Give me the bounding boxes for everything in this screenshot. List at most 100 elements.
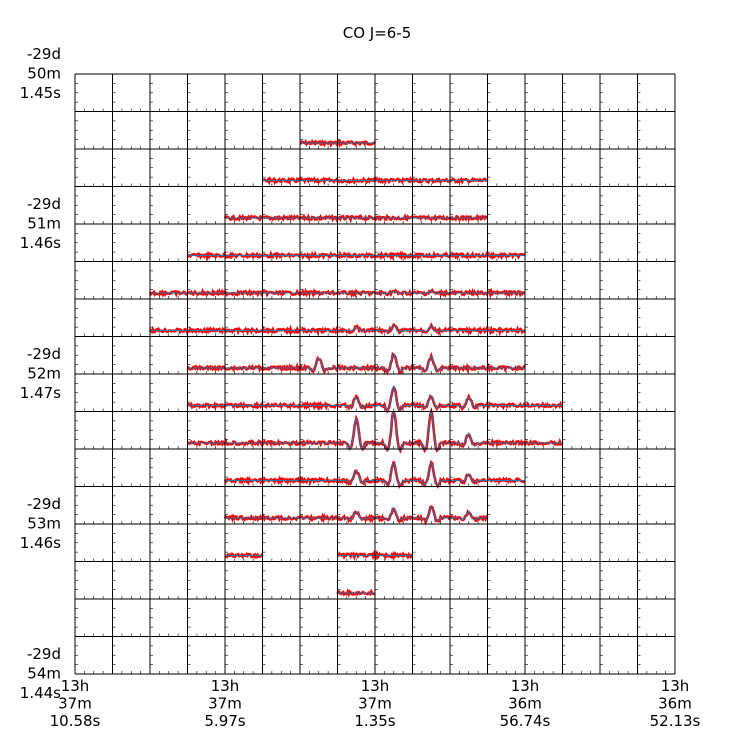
observed-spectrum-line: [412, 394, 451, 412]
observed-spectrum-line: [373, 549, 413, 561]
x-tick-label-line: 13h: [361, 677, 390, 695]
observed-spectrum-line: [412, 460, 452, 490]
model-spectrum-line: [337, 396, 375, 408]
y-tick-label-line: 1.46s: [20, 234, 61, 252]
x-tick-label-line: 13h: [61, 677, 90, 695]
model-spectrum-line: [450, 510, 488, 521]
y-tick-label-line: 52m: [27, 365, 61, 383]
x-tick-label: 13h 37m 10.58s: [50, 677, 101, 730]
y-tick-label: -29d 50m 1.45s: [20, 45, 61, 102]
observed-spectrum-line: [373, 410, 414, 454]
model-spectrum-line: [450, 473, 488, 483]
model-spectrum-line: [337, 417, 375, 450]
x-tick-label-line: 56.74s: [500, 712, 551, 730]
model-spectrum-line: [412, 410, 450, 451]
observed-spectrum-line: [374, 351, 414, 376]
axis-ticks: [75, 83, 666, 674]
y-tick-label-line: -29d: [27, 645, 61, 663]
observed-spectrum-line: [448, 432, 489, 449]
x-tick-label-line: 10.58s: [50, 712, 101, 730]
model-spectrum-line: [412, 461, 450, 486]
observed-spectrum-line: [486, 476, 526, 486]
y-tick-label-line: -29d: [27, 195, 61, 213]
observed-spectrum-line: [299, 325, 339, 336]
y-tick-label-line: 1.47s: [20, 384, 61, 402]
model-spectrum-line: [375, 325, 413, 333]
observed-spectrum-line: [373, 461, 414, 490]
observed-spectrum-line: [336, 363, 377, 373]
observed-spectrum-line: [373, 385, 414, 414]
observed-spectrum-line: [487, 287, 526, 300]
spectra-layer: [148, 138, 564, 598]
model-spectrum-line: [450, 432, 488, 446]
observed-spectrum-line: [448, 473, 489, 485]
x-tick-label: 13h 36m 52.13s: [650, 677, 701, 730]
y-tick-label-line: 1.46s: [20, 534, 61, 552]
model-spectrum-line: [337, 510, 375, 521]
x-tick-label-line: 37m: [358, 695, 392, 713]
model-spectrum-line: [375, 461, 413, 486]
observed-spectrum-line: [337, 469, 376, 486]
x-tick-label-line: 13h: [211, 677, 240, 695]
observed-spectrum-line: [299, 355, 339, 375]
observed-spectrum-line: [336, 510, 376, 524]
y-tick-label-line: 53m: [27, 515, 61, 533]
y-tick-label-line: 1.45s: [20, 84, 61, 102]
y-tick-label: -29d 52m 1.47s: [20, 345, 61, 402]
observed-spectrum-line: [262, 475, 301, 486]
model-spectrum-line: [375, 352, 413, 372]
observed-spectrum-line: [262, 176, 301, 186]
observed-spectrum-line: [336, 251, 377, 260]
y-tick-label-line: 50m: [27, 65, 61, 83]
x-tick-label: 13h 36m 56.74s: [500, 677, 551, 730]
x-tick-label-line: 36m: [658, 695, 692, 713]
model-spectrum-line: [300, 357, 338, 371]
x-tick-label-line: 13h: [511, 677, 540, 695]
x-tick-label-line: 37m: [208, 695, 242, 713]
x-tick-label-line: 36m: [508, 695, 542, 713]
observed-spectrum-line: [449, 213, 489, 223]
model-spectrum-line: [412, 395, 450, 409]
y-tick-label-line: -29d: [27, 45, 61, 63]
model-spectrum-line: [375, 385, 413, 411]
y-tick-label-line: 51m: [27, 215, 61, 233]
model-spectrum-line: [412, 505, 450, 522]
y-tick-label: -29d 53m 1.46s: [20, 495, 61, 552]
model-spectrum-line: [375, 507, 413, 521]
y-tick-label-line: -29d: [27, 345, 61, 363]
model-spectrum-line: [337, 470, 375, 484]
observed-spectrum-line: [411, 351, 451, 373]
observed-spectrum-line: [374, 322, 414, 335]
chart-title: CO J=6-5: [343, 24, 412, 42]
x-tick-label-line: 5.97s: [204, 712, 245, 730]
y-axis-tick-labels: -29d 50m 1.45s-29d 51m 1.46s-29d 52m 1.47s-29d…: [20, 45, 61, 702]
model-spectrum-line: [412, 355, 450, 372]
y-tick-label-line: 1.44s: [20, 684, 61, 702]
panel-grid: [74, 73, 676, 675]
model-spectrum-line: [412, 290, 450, 294]
y-tick-label-line: 54m: [27, 665, 61, 683]
model-spectrum-line: [450, 396, 488, 408]
model-spectrum-line: [375, 290, 413, 294]
observed-spectrum-line: [299, 512, 339, 524]
x-tick-label-line: 13h: [661, 677, 690, 695]
y-tick-label: -29d 51m 1.46s: [20, 195, 61, 252]
observed-spectrum-line: [223, 513, 264, 524]
x-tick-label: 13h 37m 5.97s: [204, 677, 245, 730]
observed-spectrum-line: [336, 414, 376, 452]
model-spectrum-line: [412, 325, 450, 333]
observed-spectrum-line: [411, 406, 451, 454]
observed-spectrum-line: [374, 507, 413, 524]
y-tick-label: -29d 54m 1.44s: [20, 645, 61, 702]
x-tick-label-line: 37m: [58, 695, 92, 713]
observed-spectrum-line: [411, 505, 451, 526]
model-spectrum-line: [337, 326, 375, 332]
observed-spectrum-line: [449, 393, 489, 412]
y-tick-label-line: -29d: [27, 495, 61, 513]
x-tick-label-line: 1.35s: [354, 712, 395, 730]
x-tick-label: 13h 37m 1.35s: [354, 677, 395, 730]
observed-spectrum-line: [486, 251, 526, 261]
